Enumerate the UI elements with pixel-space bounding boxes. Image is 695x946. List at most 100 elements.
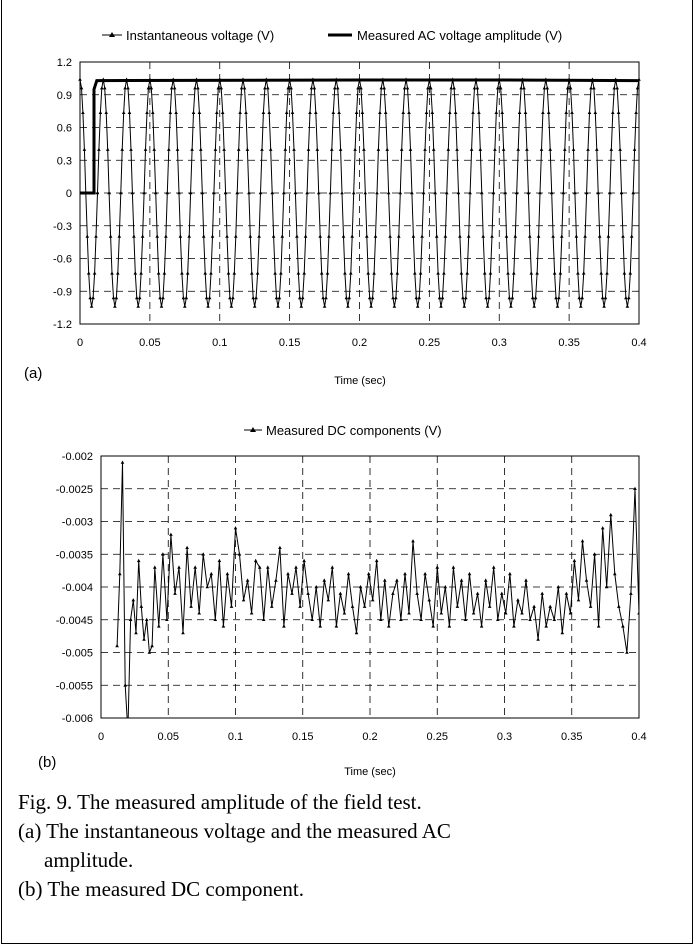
instantaneous-voltage-point bbox=[418, 271, 423, 275]
instantaneous-voltage-point bbox=[586, 147, 590, 151]
instantaneous-voltage-point bbox=[209, 271, 213, 275]
dc-component-point bbox=[165, 617, 169, 621]
instantaneous-voltage-point bbox=[581, 271, 586, 275]
dc-component-point bbox=[358, 585, 363, 589]
instantaneous-voltage-point bbox=[546, 110, 551, 114]
dc-component-point bbox=[278, 545, 282, 549]
instantaneous-voltage-point bbox=[619, 191, 624, 195]
instantaneous-voltage-point bbox=[429, 86, 433, 90]
instantaneous-voltage-point bbox=[394, 295, 398, 300]
x-tick-label-a: 0.25 bbox=[419, 337, 440, 349]
instantaneous-voltage-point bbox=[436, 271, 440, 275]
instantaneous-voltage-point bbox=[420, 234, 424, 238]
instantaneous-voltage-point bbox=[322, 304, 327, 308]
dc-component-point bbox=[431, 624, 435, 628]
instantaneous-voltage-point bbox=[629, 234, 634, 238]
instantaneous-voltage-point bbox=[337, 110, 341, 114]
instantaneous-voltage-point bbox=[247, 191, 251, 195]
instantaneous-voltage-point bbox=[448, 110, 452, 114]
instantaneous-voltage-point bbox=[143, 147, 148, 151]
dc-component-point bbox=[637, 611, 639, 615]
y-tick-label-b: -0.0035 bbox=[56, 549, 93, 561]
instantaneous-voltage-point bbox=[399, 147, 404, 151]
instantaneous-voltage-point bbox=[469, 147, 474, 151]
instantaneous-voltage-point bbox=[421, 191, 426, 195]
instantaneous-voltage-point bbox=[220, 110, 225, 114]
instantaneous-voltage-point bbox=[635, 86, 640, 90]
dc-component-point bbox=[564, 591, 569, 595]
instantaneous-voltage-point bbox=[373, 234, 378, 238]
dc-component-point bbox=[181, 630, 185, 635]
instantaneous-voltage-point bbox=[276, 304, 280, 308]
instantaneous-voltage-point bbox=[104, 110, 108, 114]
dc-component-point bbox=[261, 617, 266, 621]
y-tick-label-b: -0.006 bbox=[62, 713, 93, 725]
dc-component-point bbox=[584, 578, 589, 582]
instantaneous-voltage-point bbox=[475, 86, 480, 90]
instantaneous-voltage-point bbox=[616, 110, 621, 114]
dc-component-point bbox=[253, 558, 258, 563]
y-tick-label-b: -0.0045 bbox=[56, 615, 93, 627]
x-tick-label-b: 0.25 bbox=[427, 731, 448, 743]
dc-component-point bbox=[524, 578, 528, 582]
dc-component-point bbox=[544, 624, 548, 628]
instantaneous-voltage-point bbox=[494, 110, 499, 114]
instantaneous-voltage-point bbox=[223, 191, 228, 195]
dc-component-point bbox=[318, 624, 322, 628]
dc-component-point bbox=[423, 571, 427, 576]
dc-component-point bbox=[387, 624, 391, 628]
dc-component-point bbox=[399, 617, 403, 621]
instantaneous-voltage-point bbox=[560, 234, 564, 238]
instantaneous-voltage-point bbox=[325, 271, 330, 275]
instantaneous-voltage-point bbox=[79, 86, 84, 90]
dc-component-point bbox=[556, 585, 561, 589]
instantaneous-voltage-point bbox=[244, 110, 248, 114]
instantaneous-voltage-point bbox=[251, 295, 255, 300]
instantaneous-voltage-point bbox=[563, 147, 567, 151]
instantaneous-voltage-point bbox=[127, 110, 132, 114]
instantaneous-voltage-point bbox=[415, 304, 420, 308]
instantaneous-voltage-point bbox=[555, 304, 560, 308]
instantaneous-voltage-point bbox=[477, 110, 481, 114]
instantaneous-voltage-point bbox=[137, 295, 142, 300]
dc-component-point bbox=[435, 565, 440, 569]
instantaneous-voltage-point bbox=[542, 86, 547, 90]
instantaneous-voltage-point bbox=[392, 304, 397, 308]
dc-component-point bbox=[245, 578, 250, 582]
instantaneous-voltage-point bbox=[196, 86, 200, 90]
instantaneous-voltage-point bbox=[564, 110, 568, 114]
dc-component-point bbox=[379, 617, 383, 621]
instantaneous-voltage-point bbox=[89, 304, 94, 308]
instantaneous-voltage-point bbox=[580, 295, 584, 300]
instantaneous-voltage-point bbox=[363, 191, 368, 195]
dc-component-point bbox=[443, 585, 448, 589]
instantaneous-voltage-point bbox=[369, 304, 373, 308]
instantaneous-voltage-point bbox=[135, 295, 139, 300]
instantaneous-voltage-point bbox=[536, 234, 541, 238]
instantaneous-voltage-point bbox=[360, 110, 365, 114]
instantaneous-voltage-point bbox=[385, 147, 389, 151]
instantaneous-voltage-point bbox=[484, 295, 488, 300]
instantaneous-voltage-point bbox=[480, 191, 484, 195]
instantaneous-voltage-point bbox=[266, 86, 270, 90]
dc-component-point bbox=[528, 617, 532, 621]
instantaneous-voltage-point bbox=[600, 295, 605, 300]
instantaneous-voltage-point bbox=[442, 271, 446, 275]
dc-component-point bbox=[621, 624, 625, 628]
instantaneous-voltage-point bbox=[111, 295, 116, 300]
instantaneous-voltage-point bbox=[201, 234, 206, 238]
instantaneous-voltage-point bbox=[338, 147, 343, 151]
instantaneous-voltage-point bbox=[132, 234, 136, 238]
instantaneous-voltage-point bbox=[510, 295, 515, 300]
instantaneous-voltage-point bbox=[250, 271, 254, 275]
y-tick-label-a: 0 bbox=[66, 188, 72, 200]
instantaneous-voltage-point bbox=[86, 271, 91, 275]
instantaneous-voltage-point bbox=[597, 234, 602, 238]
instantaneous-voltage-point bbox=[401, 110, 405, 114]
dc-component-point bbox=[233, 526, 238, 530]
instantaneous-voltage-point bbox=[78, 77, 82, 81]
instantaneous-voltage-point bbox=[193, 86, 197, 90]
dc-component-point bbox=[592, 552, 597, 556]
instantaneous-voltage-point bbox=[113, 304, 117, 308]
instantaneous-voltage-point bbox=[472, 86, 477, 90]
